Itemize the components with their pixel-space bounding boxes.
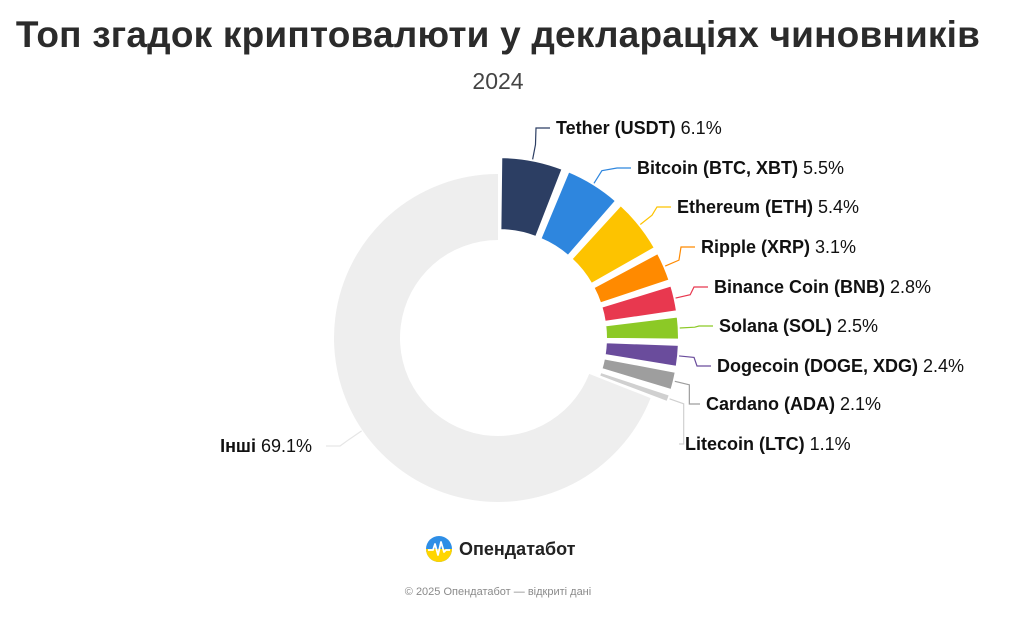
leader-line	[532, 127, 550, 160]
slice-label-value: 6.1%	[681, 118, 722, 138]
leader-line	[326, 430, 362, 447]
slice-7[interactable]	[603, 341, 680, 368]
slice-shape[interactable]	[600, 357, 677, 392]
slice-shape[interactable]	[604, 315, 680, 341]
slice-label-name: Tether (USDT)	[556, 118, 681, 138]
slice-label: Solana (SOL) 2.5%	[719, 316, 878, 336]
slice-2[interactable]	[539, 170, 618, 257]
slice-shape[interactable]	[600, 284, 678, 323]
slice-label-value: 2.1%	[840, 394, 881, 414]
leader-line	[593, 167, 631, 184]
slice-9[interactable]	[598, 370, 671, 404]
chart-subtitle: 2024	[472, 68, 524, 94]
slice-label-value: 2.8%	[890, 277, 931, 297]
slice-label-value: 5.4%	[818, 197, 859, 217]
leader-line	[674, 380, 700, 405]
slice-label: Cardano (ADA) 2.1%	[706, 394, 881, 414]
slice-label-value: 2.5%	[837, 316, 878, 336]
slice-label-name: Solana (SOL)	[719, 316, 837, 336]
leader-line	[679, 355, 711, 367]
slice-8[interactable]	[600, 357, 677, 392]
slice-label: Ripple (XRP) 3.1%	[701, 237, 856, 257]
slice-label-value: 1.1%	[810, 434, 851, 454]
slice-shape[interactable]	[570, 204, 656, 285]
slice-1[interactable]	[499, 156, 564, 239]
slice-5[interactable]	[600, 284, 678, 323]
chart-title: Топ згадок криптовалюти у деклараціях чи…	[15, 14, 981, 55]
slice-label-value: 69.1%	[261, 436, 312, 456]
slice-label-value: 3.1%	[815, 237, 856, 257]
slice-shape[interactable]	[598, 370, 671, 404]
slice-4[interactable]	[592, 252, 671, 305]
slice-label-name: Binance Coin (BNB)	[714, 277, 890, 297]
slice-shape[interactable]	[333, 174, 651, 502]
slice-label: Інші 69.1%	[220, 436, 312, 456]
slice-10[interactable]	[333, 174, 651, 502]
leader-line	[664, 246, 695, 267]
slice-label: Dogecoin (DOGE, XDG) 2.4%	[717, 356, 964, 376]
slice-label-name: Cardano (ADA)	[706, 394, 840, 414]
leader-line	[675, 286, 708, 299]
slice-label-name: Ripple (XRP)	[701, 237, 815, 257]
slice-shape[interactable]	[592, 252, 671, 305]
footer-copyright: © 2025 Опендатабот — відкриті дані	[404, 586, 592, 598]
leader-line	[639, 206, 671, 225]
slice-label: Litecoin (LTC) 1.1%	[685, 434, 851, 454]
slice-label: Tether (USDT) 6.1%	[556, 118, 722, 138]
leader-line	[679, 325, 713, 329]
slice-shape[interactable]	[603, 341, 680, 368]
slice-label: Binance Coin (BNB) 2.8%	[714, 277, 931, 297]
brand-logo: Опендатабот	[425, 535, 576, 563]
slice-3[interactable]	[570, 204, 656, 285]
slice-label-name: Інші	[220, 436, 261, 456]
slice-6[interactable]	[604, 315, 680, 341]
slice-label-name: Dogecoin (DOGE, XDG)	[717, 356, 923, 376]
slice-label-name: Litecoin (LTC)	[685, 434, 810, 454]
leader-line	[669, 398, 685, 445]
slice-label-name: Ethereum (ETH)	[677, 197, 818, 217]
slice-shape[interactable]	[539, 170, 618, 257]
slice-label: Bitcoin (BTC, XBT) 5.5%	[637, 158, 844, 178]
brand-name: Опендатабот	[459, 538, 576, 559]
slice-shape[interactable]	[499, 156, 564, 239]
brand-logo-icon	[426, 536, 452, 562]
slice-label: Ethereum (ETH) 5.4%	[677, 197, 859, 217]
slice-label-value: 2.4%	[923, 356, 964, 376]
slice-label-value: 5.5%	[803, 158, 844, 178]
slice-label-name: Bitcoin (BTC, XBT)	[637, 158, 803, 178]
